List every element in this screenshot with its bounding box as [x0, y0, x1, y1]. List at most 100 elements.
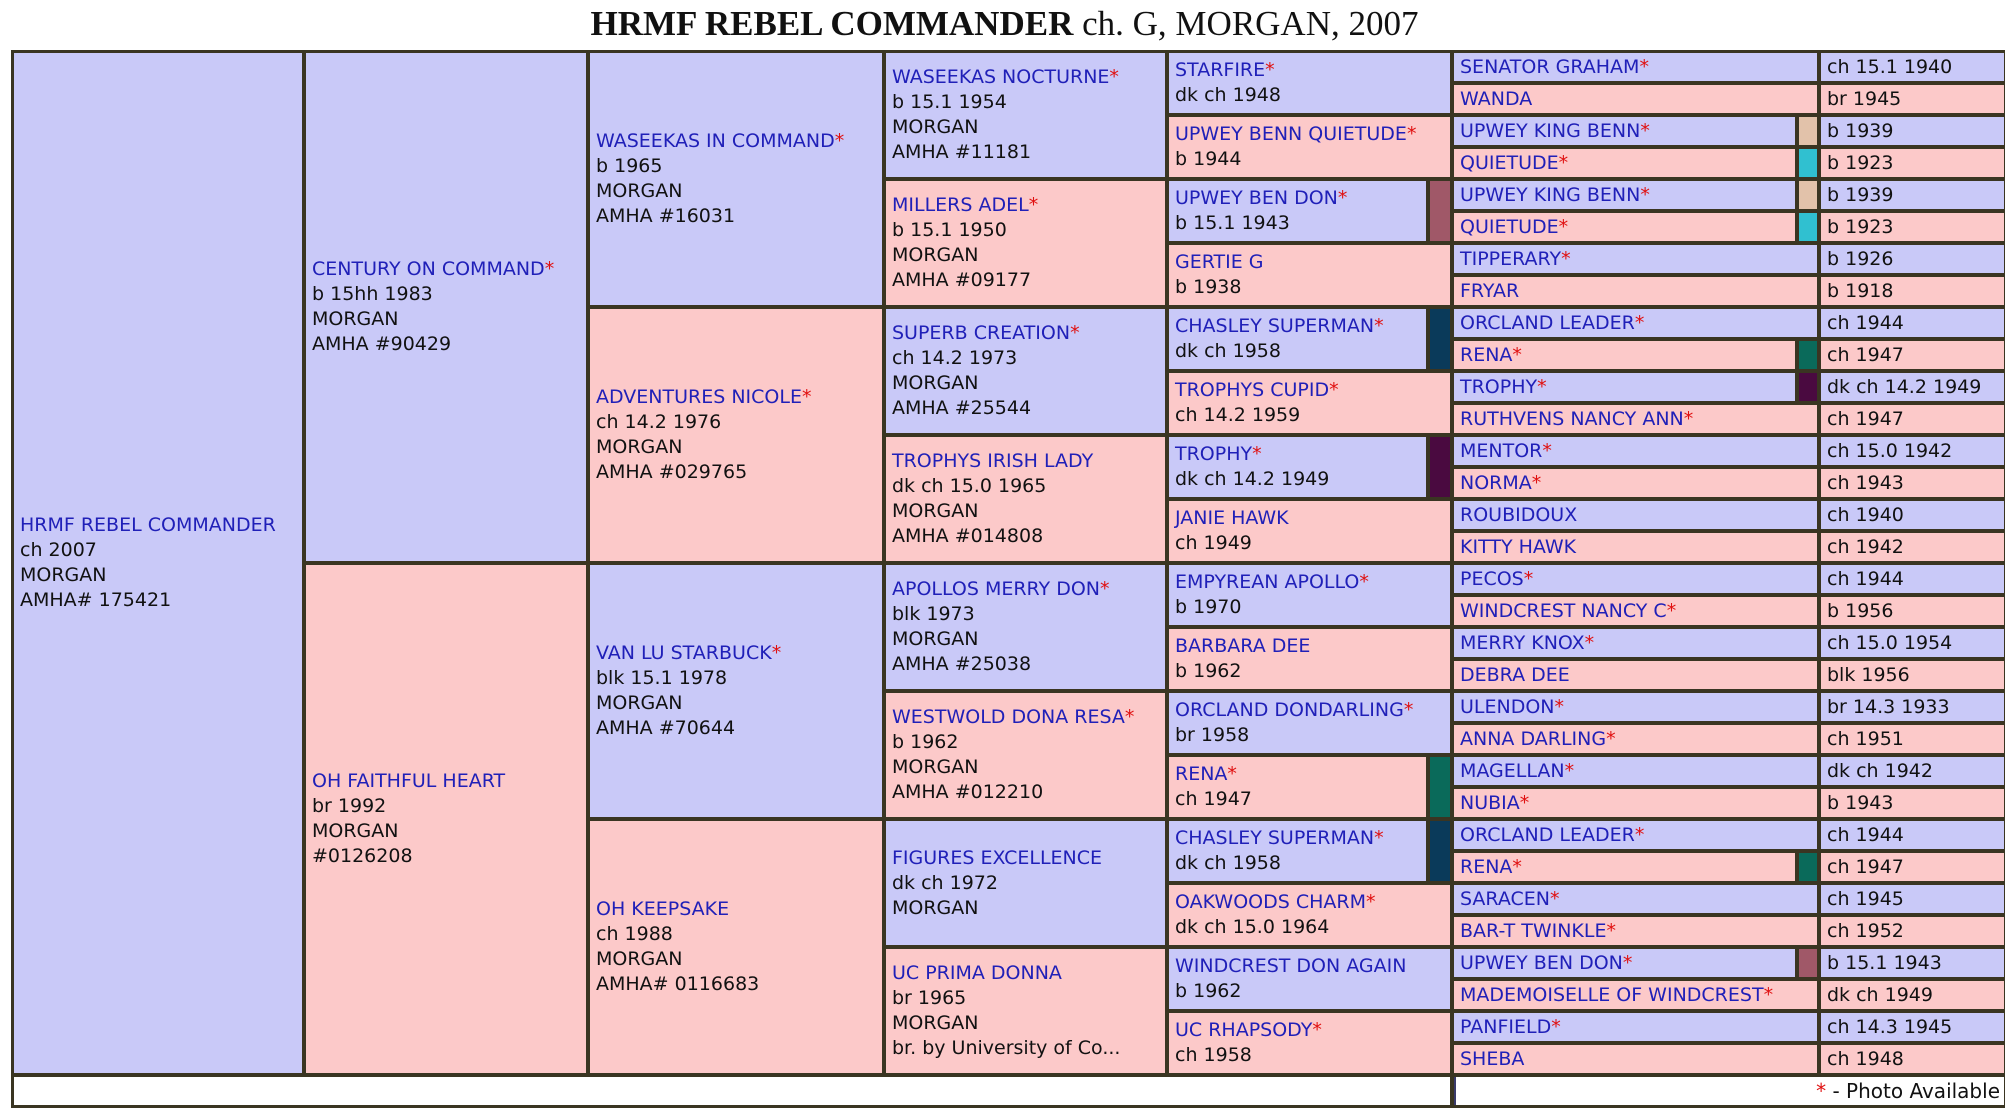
ancestor-name-link[interactable]: WASEEKAS NOCTURNE [892, 66, 1110, 88]
photo-available-star[interactable]: * [1683, 407, 1694, 430]
ancestor-name-link[interactable]: RENA [1460, 855, 1513, 878]
ancestor-name-link[interactable]: ORCLAND DONDARLING [1175, 699, 1404, 721]
ancestor-name-link[interactable]: VAN LU STARBUCK [596, 642, 772, 664]
photo-available-star[interactable]: * [1558, 215, 1569, 238]
photo-available-star[interactable]: * [1639, 55, 1649, 78]
photo-available-star[interactable]: * [1374, 827, 1384, 849]
ancestor-name-link[interactable]: UPWEY BEN DON [1175, 187, 1338, 209]
photo-available-star[interactable]: * [1551, 1015, 1561, 1038]
photo-available-star[interactable]: * [1109, 66, 1119, 88]
ancestor-name-link[interactable]: TIPPERARY [1460, 247, 1562, 270]
ancestor-name-link[interactable]: MILLERS ADEL [892, 194, 1029, 216]
photo-available-star[interactable]: * [1100, 578, 1110, 600]
ancestor-name-link[interactable]: SHEBA [1460, 1047, 1525, 1070]
ancestor-name-link[interactable]: UPWEY BEN DON [1460, 951, 1623, 974]
ancestor-name-link[interactable]: WINDCREST DON AGAIN [1175, 955, 1407, 977]
ancestor-name-link[interactable]: OH KEEPSAKE [596, 898, 730, 920]
photo-available-star[interactable]: * [1512, 343, 1522, 366]
ancestor-name-link[interactable]: WESTWOLD DONA RESA [892, 706, 1125, 728]
ancestor-name-link[interactable]: UPWEY BENN QUIETUDE [1175, 123, 1407, 145]
photo-available-star[interactable]: * [1252, 443, 1262, 465]
ancestor-name-link[interactable]: STARFIRE [1175, 59, 1266, 81]
ancestor-name-link[interactable]: NUBIA [1460, 791, 1520, 814]
ancestor-name-link[interactable]: ULENDON [1460, 695, 1555, 718]
ancestor-name-link[interactable]: DEBRA DEE [1460, 663, 1570, 686]
ancestor-name-link[interactable]: WASEEKAS IN COMMAND [596, 130, 835, 152]
photo-available-star[interactable]: * [1365, 891, 1376, 913]
photo-available-star[interactable]: * [1584, 631, 1595, 654]
photo-available-star[interactable]: * [1374, 315, 1384, 337]
ancestor-name-link[interactable]: TROPHYS CUPID [1175, 379, 1330, 401]
ancestor-name-link[interactable]: QUIETUDE [1460, 151, 1559, 174]
photo-available-star[interactable]: * [1558, 151, 1569, 174]
ancestor-name-link[interactable]: TROPHY [1175, 443, 1253, 465]
photo-available-star[interactable]: * [1406, 123, 1417, 145]
photo-available-star[interactable]: * [1523, 567, 1534, 590]
ancestor-name-link[interactable]: JANIE HAWK [1175, 507, 1289, 529]
photo-available-star[interactable]: * [771, 642, 782, 664]
ancestor-name-link[interactable]: CHASLEY SUPERMAN [1175, 315, 1375, 337]
photo-available-star[interactable]: * [1512, 855, 1522, 878]
photo-available-star[interactable]: * [1763, 983, 1774, 1006]
ancestor-name-link[interactable]: RENA [1175, 763, 1228, 785]
ancestor-name-link[interactable]: CHASLEY SUPERMAN [1175, 827, 1375, 849]
ancestor-name-link[interactable]: MENTOR [1460, 439, 1543, 462]
ancestor-name-link[interactable]: GERTIE G [1175, 251, 1264, 273]
photo-available-star[interactable]: * [1337, 187, 1348, 209]
ancestor-name-link[interactable]: UPWEY KING BENN [1460, 183, 1641, 206]
ancestor-name-link[interactable]: NORMA [1460, 471, 1532, 494]
ancestor-name-link[interactable]: SENATOR GRAHAM [1460, 55, 1640, 78]
photo-available-star[interactable]: * [1542, 439, 1552, 462]
ancestor-name-link[interactable]: TROPHY [1460, 375, 1538, 398]
ancestor-name-link[interactable]: UC RHAPSODY [1175, 1019, 1313, 1041]
ancestor-name-link[interactable]: WINDCREST NANCY C [1460, 599, 1667, 622]
photo-available-star[interactable]: * [1403, 699, 1414, 721]
ancestor-name-link[interactable]: BAR-T TWINKLE [1460, 919, 1607, 942]
photo-available-star[interactable]: * [1519, 791, 1530, 814]
ancestor-name-link[interactable]: TROPHYS IRISH LADY [892, 450, 1094, 472]
ancestor-name-link[interactable]: PECOS [1460, 567, 1524, 590]
ancestor-name-link[interactable]: APOLLOS MERRY DON [892, 578, 1100, 600]
photo-available-star[interactable]: * [1227, 763, 1237, 785]
photo-available-star[interactable]: * [1265, 59, 1275, 81]
ancestor-name-link[interactable]: PANFIELD [1460, 1015, 1552, 1038]
photo-available-star[interactable]: * [1640, 119, 1650, 142]
photo-available-star[interactable]: * [801, 386, 812, 408]
photo-available-star[interactable]: * [1640, 183, 1650, 206]
photo-available-star[interactable]: * [544, 258, 555, 280]
ancestor-name-link[interactable]: MERRY KNOX [1460, 631, 1585, 654]
ancestor-name-link[interactable]: QUIETUDE [1460, 215, 1559, 238]
ancestor-name-link[interactable]: MAGELLAN [1460, 759, 1565, 782]
photo-available-star[interactable]: * [1606, 727, 1616, 750]
photo-available-star[interactable]: * [1070, 322, 1080, 344]
ancestor-name-link[interactable]: ROUBIDOUX [1460, 503, 1578, 526]
photo-available-star[interactable]: * [834, 130, 845, 152]
photo-available-star[interactable]: * [1124, 706, 1135, 728]
ancestor-name-link[interactable]: FIGURES EXCELLENCE [892, 846, 1103, 869]
ancestor-name-link[interactable]: CENTURY ON COMMAND [312, 258, 545, 280]
ancestor-name-link[interactable]: FRYAR [1460, 279, 1520, 302]
photo-available-star[interactable]: * [1666, 599, 1677, 622]
photo-available-star[interactable]: * [1622, 951, 1633, 974]
photo-available-star[interactable]: * [1329, 379, 1339, 401]
photo-available-star[interactable]: * [1359, 571, 1369, 593]
photo-available-star[interactable]: * [1554, 695, 1565, 718]
ancestor-name-link[interactable]: KITTY HAWK [1460, 535, 1577, 558]
photo-available-star[interactable]: * [1634, 311, 1645, 334]
ancestor-name-link[interactable]: OAKWOODS CHARM [1175, 891, 1366, 913]
ancestor-name-link[interactable]: WANDA [1460, 87, 1533, 110]
ancestor-name-link[interactable]: SUPERB CREATION [892, 322, 1071, 344]
ancestor-name-link[interactable]: ORCLAND LEADER [1460, 823, 1635, 846]
ancestor-name-link[interactable]: SARACEN [1460, 887, 1550, 910]
ancestor-name-link[interactable]: BARBARA DEE [1175, 635, 1311, 657]
ancestor-name-link[interactable]: HRMF REBEL COMMANDER [20, 514, 276, 536]
photo-available-star[interactable]: * [1564, 759, 1575, 782]
photo-available-star[interactable]: * [1028, 194, 1039, 216]
ancestor-name-link[interactable]: UPWEY KING BENN [1460, 119, 1641, 142]
photo-available-star[interactable]: * [1312, 1019, 1322, 1041]
ancestor-name-link[interactable]: MADEMOISELLE OF WINDCREST [1460, 983, 1764, 1006]
ancestor-name-link[interactable]: RUTHVENS NANCY ANN [1460, 407, 1684, 430]
ancestor-name-link[interactable]: UC PRIMA DONNA [892, 962, 1062, 984]
ancestor-name-link[interactable]: RENA [1460, 343, 1513, 366]
photo-available-star[interactable]: * [1561, 247, 1571, 270]
